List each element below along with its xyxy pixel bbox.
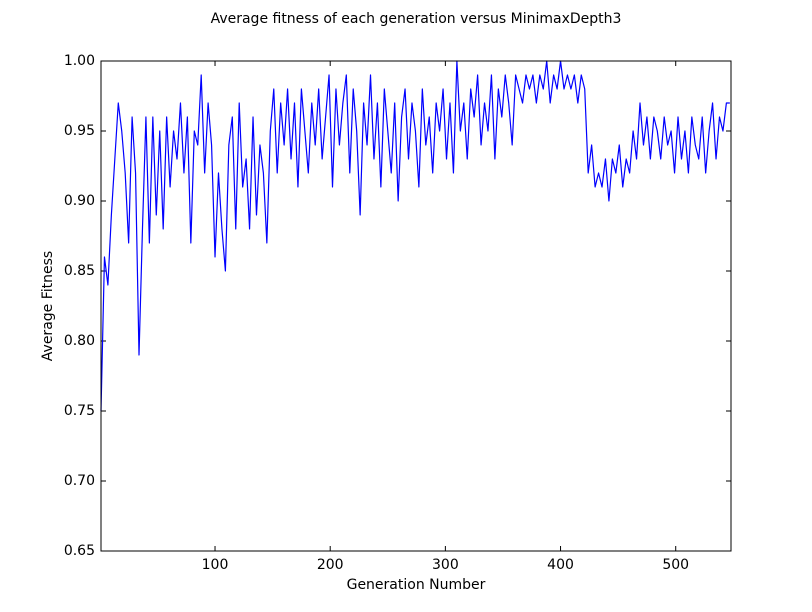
x-tick-label: 300 xyxy=(432,557,459,573)
y-tick-label: 0.90 xyxy=(64,193,95,209)
y-tick-label: 0.65 xyxy=(64,543,95,559)
chart-title: Average fitness of each generation versu… xyxy=(211,11,622,27)
x-tick-label: 500 xyxy=(662,557,689,573)
y-tick-label: 0.85 xyxy=(64,263,95,279)
y-tick-label: 0.95 xyxy=(64,123,95,139)
y-axis-label: Average Fitness xyxy=(40,251,56,361)
y-tick-label: 0.75 xyxy=(64,403,95,419)
y-tick-label: 1.00 xyxy=(64,53,95,69)
x-axis-label: Generation Number xyxy=(347,577,486,593)
data-line xyxy=(100,60,730,412)
x-tick-label: 200 xyxy=(317,557,344,573)
plot-frame xyxy=(100,60,732,552)
y-tick-label: 0.80 xyxy=(64,333,95,349)
y-tick-label: 0.70 xyxy=(64,473,95,489)
x-tick-label: 100 xyxy=(202,557,229,573)
x-tick-label: 400 xyxy=(547,557,574,573)
